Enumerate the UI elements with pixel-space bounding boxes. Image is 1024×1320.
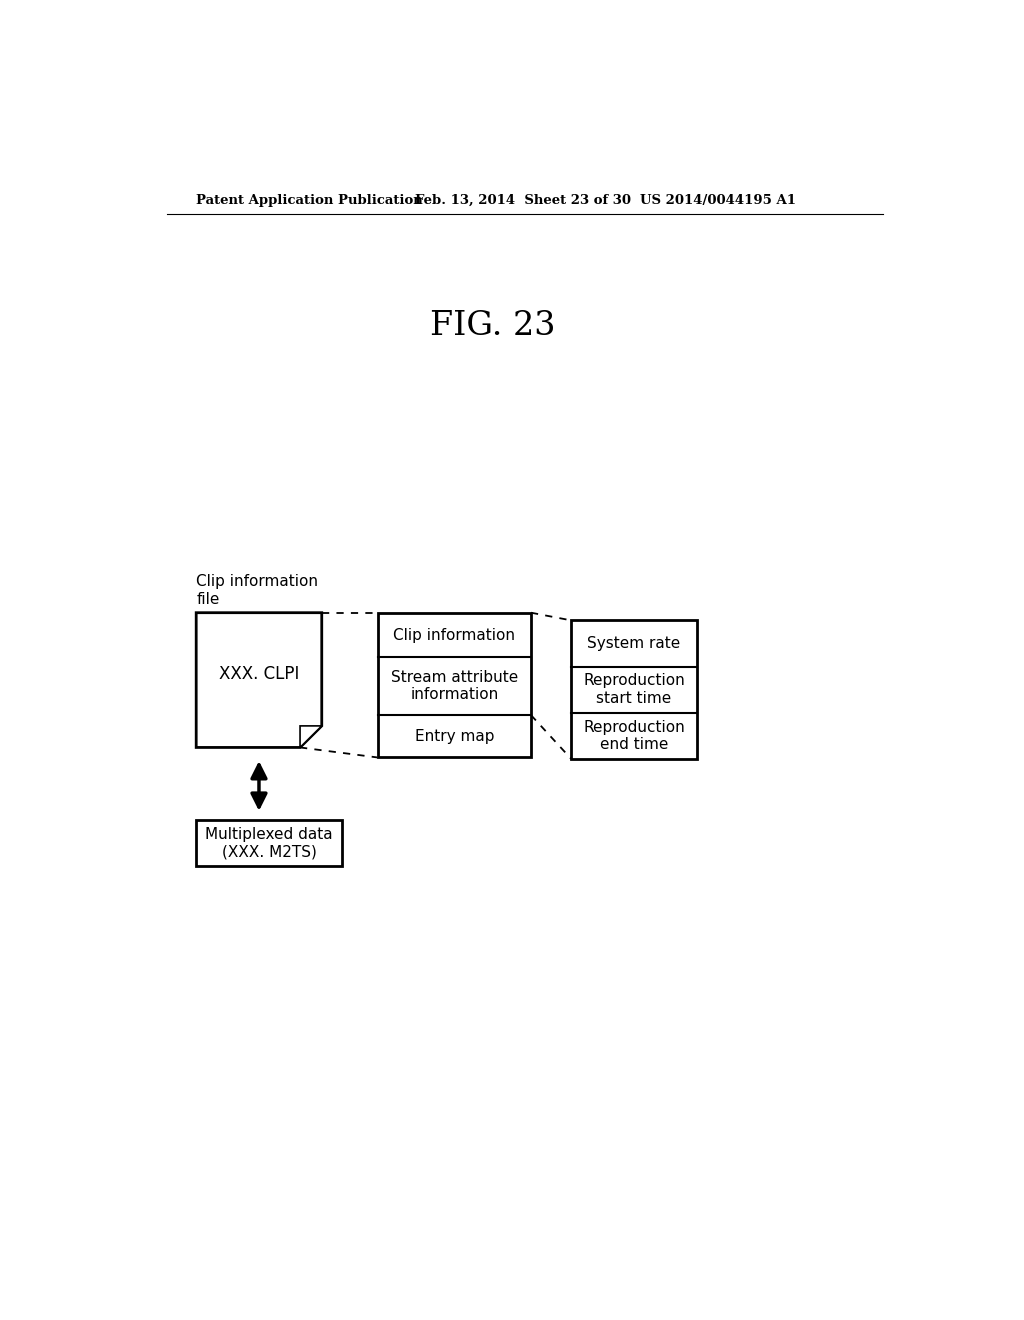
Text: Clip information: Clip information	[393, 627, 515, 643]
Text: Clip information
file: Clip information file	[197, 574, 318, 607]
Text: XXX. CLPI: XXX. CLPI	[219, 665, 299, 682]
Polygon shape	[571, 620, 697, 759]
Text: Stream attribute
information: Stream attribute information	[390, 671, 518, 702]
Text: Patent Application Publication: Patent Application Publication	[197, 194, 423, 207]
Polygon shape	[300, 726, 322, 747]
Text: Feb. 13, 2014  Sheet 23 of 30: Feb. 13, 2014 Sheet 23 of 30	[415, 194, 631, 207]
Polygon shape	[197, 612, 322, 747]
Polygon shape	[197, 820, 342, 866]
Text: Multiplexed data
(XXX. M2TS): Multiplexed data (XXX. M2TS)	[205, 826, 333, 859]
Text: Reproduction
end time: Reproduction end time	[584, 719, 685, 752]
Text: Reproduction
start time: Reproduction start time	[584, 673, 685, 706]
Polygon shape	[378, 612, 531, 758]
Text: FIG. 23: FIG. 23	[430, 310, 556, 342]
Text: US 2014/0044195 A1: US 2014/0044195 A1	[640, 194, 796, 207]
Text: Entry map: Entry map	[415, 729, 494, 743]
Text: System rate: System rate	[588, 636, 681, 651]
